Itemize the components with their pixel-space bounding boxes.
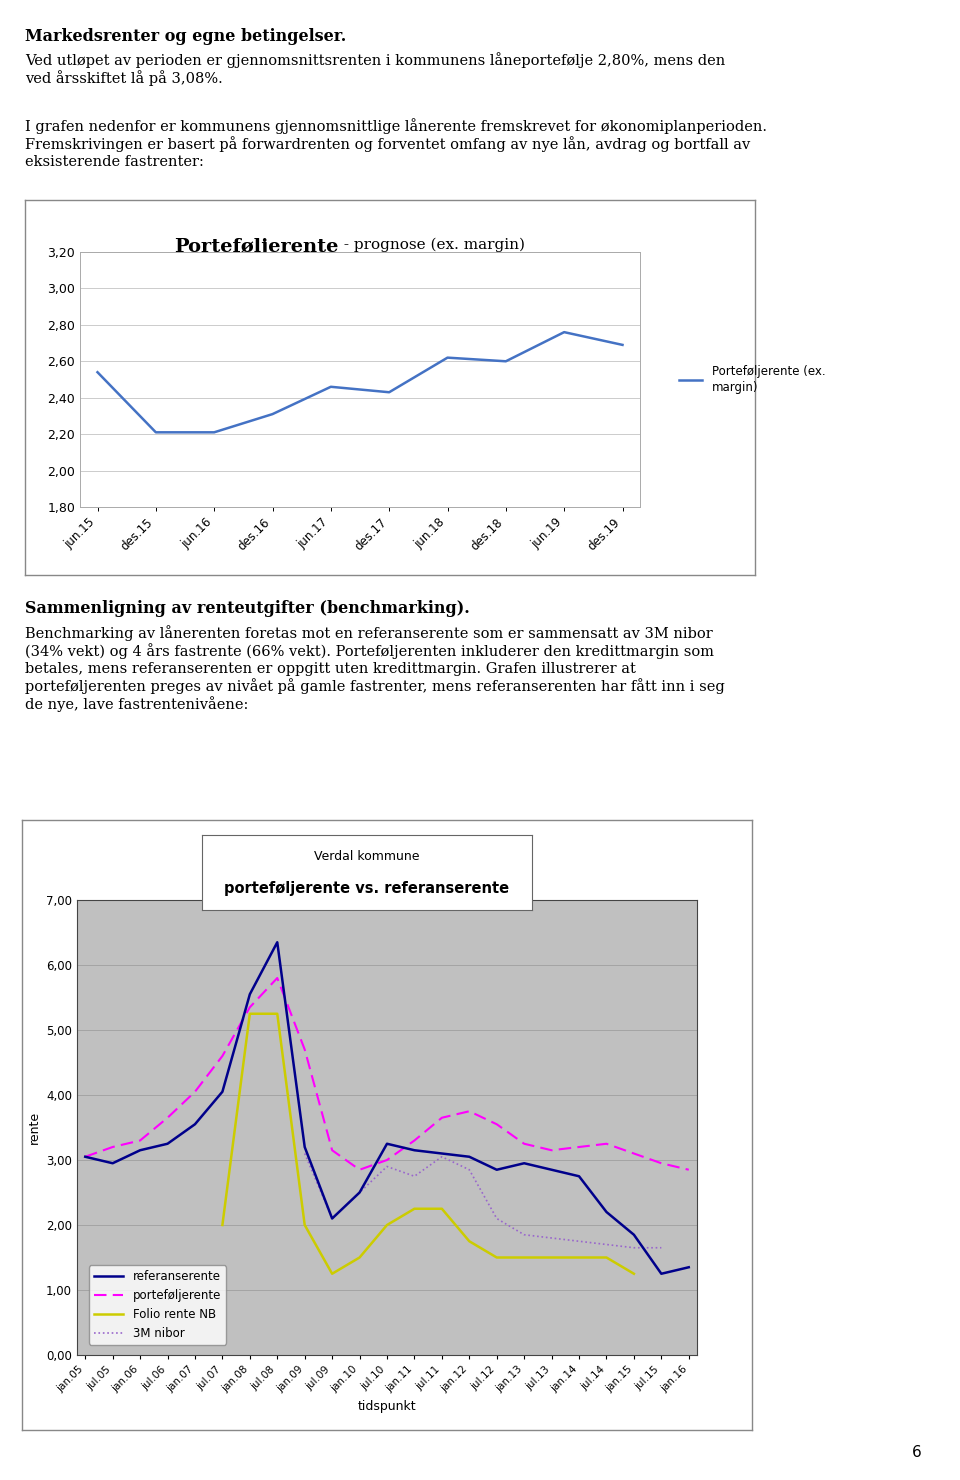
Text: Sammenligning av renteutgifter (benchmarking).: Sammenligning av renteutgifter (benchmar…: [25, 599, 469, 617]
Text: porteføljerente vs. referanserente: porteføljerente vs. referanserente: [225, 882, 510, 897]
Legend: referanserente, porteføljerente, Folio rente NB, 3M nibor: referanserente, porteføljerente, Folio r…: [89, 1265, 226, 1344]
Text: Benchmarking av lånerenten foretas mot en referanserente som er sammensatt av 3M: Benchmarking av lånerenten foretas mot e…: [25, 625, 725, 712]
Text: 6: 6: [912, 1444, 922, 1459]
Text: Ved utløpet av perioden er gjennomsnittsrenten i kommunens låneportefølje 2,80%,: Ved utløpet av perioden er gjennomsnitts…: [25, 52, 725, 86]
Text: Markedsrenter og egne betingelser.: Markedsrenter og egne betingelser.: [25, 28, 347, 44]
Text: Verdal kommune: Verdal kommune: [314, 850, 420, 863]
Text: Porteføljerente: Porteføljerente: [175, 237, 339, 256]
Text: I grafen nedenfor er kommunens gjennomsnittlige lånerente fremskrevet for økonom: I grafen nedenfor er kommunens gjennomsn…: [25, 118, 767, 169]
Text: - prognose (ex. margin): - prognose (ex. margin): [339, 237, 525, 252]
Legend: Porteføljerente (ex.
margin): Porteføljerente (ex. margin): [674, 361, 830, 398]
Y-axis label: rente: rente: [28, 1111, 40, 1144]
X-axis label: tidspunkt: tidspunkt: [358, 1400, 417, 1413]
